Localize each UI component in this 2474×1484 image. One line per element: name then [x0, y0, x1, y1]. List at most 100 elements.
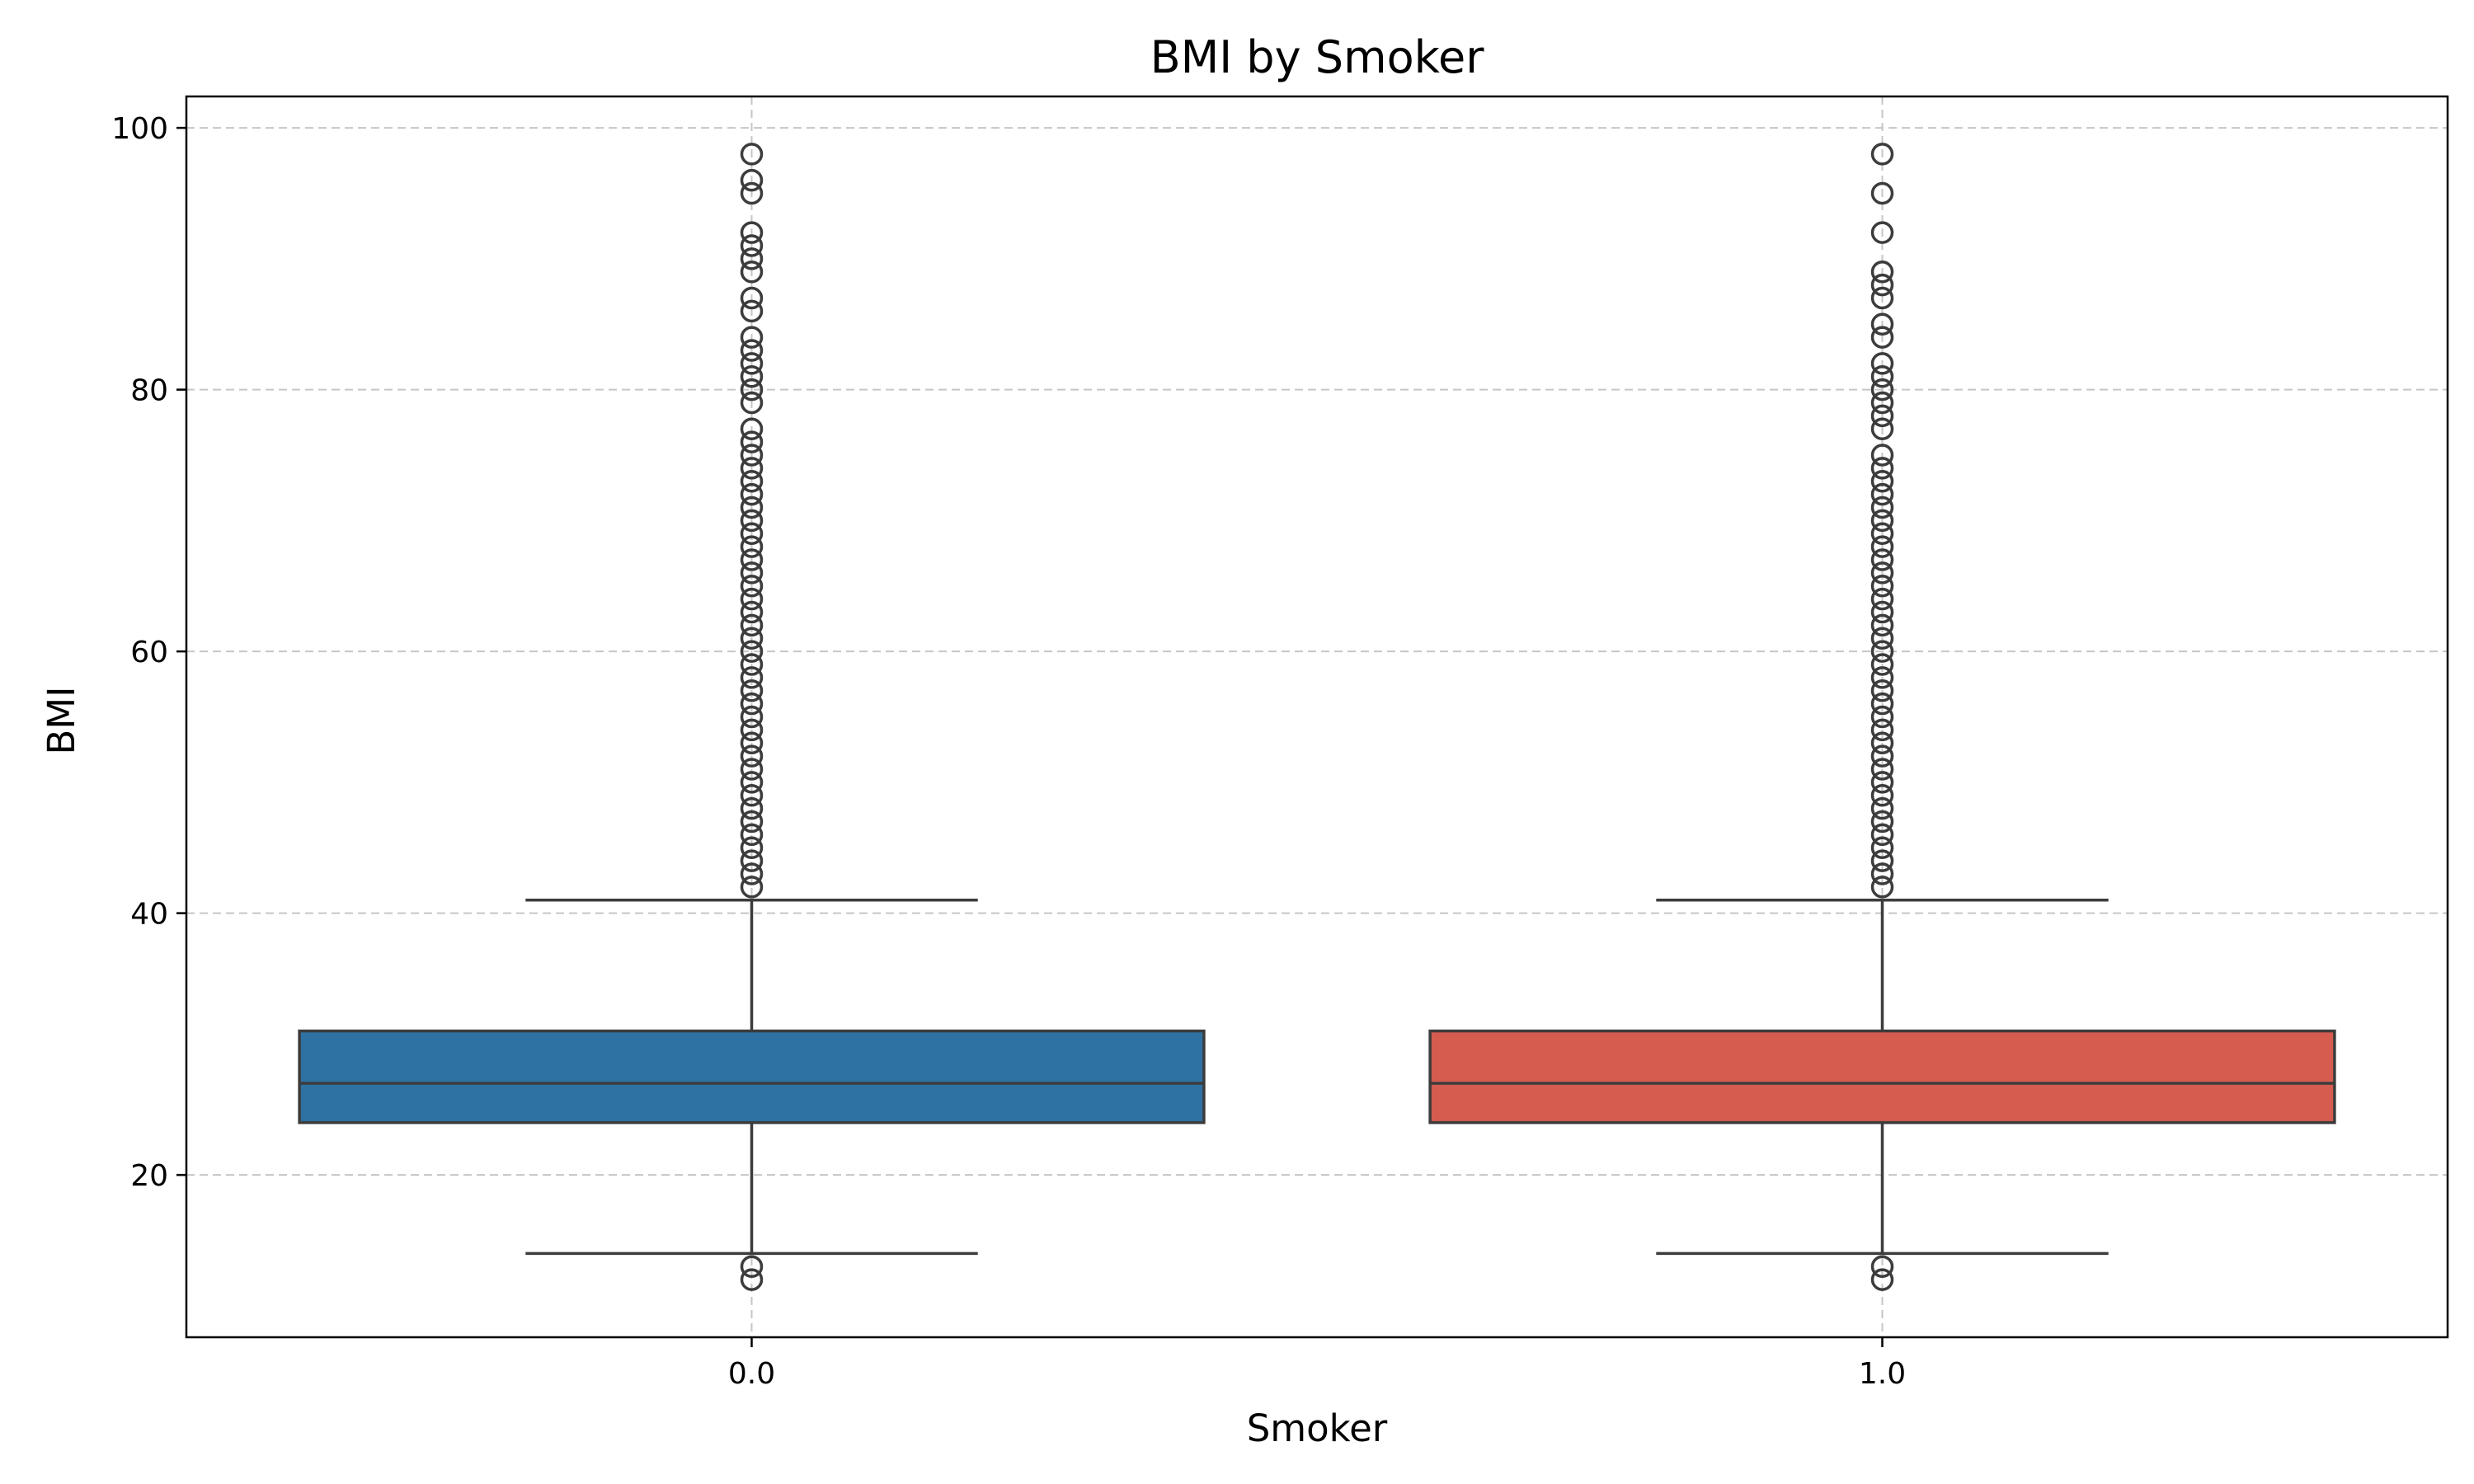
outlier-point [740, 482, 764, 506]
outlier-point [1870, 286, 1894, 310]
outlier-point [740, 495, 764, 519]
outlier-point [1870, 876, 1894, 899]
outlier-point [740, 600, 764, 624]
y-tick-label: 100 [111, 112, 168, 146]
outlier-point [740, 260, 764, 284]
outlier-point [1870, 548, 1894, 571]
outlier-point [740, 378, 764, 402]
y-axis-label: BMI [40, 687, 83, 755]
outlier-point [740, 286, 764, 310]
outlier-point [740, 771, 764, 794]
outlier-point [1870, 352, 1894, 375]
outlier-point [740, 849, 764, 872]
outlier-point [1870, 653, 1894, 676]
outlier-point [1870, 705, 1894, 729]
outlier-point [740, 143, 764, 166]
outlier-point [1870, 509, 1894, 533]
y-tick-label: 80 [130, 374, 168, 408]
outlier-point [1870, 731, 1894, 755]
y-tick-label: 60 [130, 636, 168, 669]
box-group-1-0 [1428, 143, 2336, 1291]
outlier-point [740, 168, 764, 192]
outlier-point [1870, 744, 1894, 768]
box-group-0-0 [298, 143, 1206, 1291]
outlier-point [740, 679, 764, 702]
outlier-point [740, 522, 764, 545]
outlier-point [1870, 495, 1894, 519]
outlier-point [740, 221, 764, 244]
outlier-point [740, 469, 764, 493]
outlier-point [1870, 600, 1894, 624]
outlier-point [740, 640, 764, 663]
outlier-point [1870, 771, 1894, 794]
outlier-point [1870, 181, 1894, 205]
outlier-point [740, 613, 764, 637]
outlier-point [740, 718, 764, 742]
x-axis-label: Smoker [1247, 1407, 1388, 1450]
outlier-point [1870, 391, 1894, 415]
outlier-point [1870, 561, 1894, 585]
y-tick-label: 20 [130, 1159, 168, 1193]
outlier-point [1870, 587, 1894, 611]
outlier-point [740, 299, 764, 323]
outlier-point [1870, 469, 1894, 493]
axes: 20 40 60 80 100 0.0 1.0 [111, 95, 2449, 1391]
outlier-point [1870, 312, 1894, 336]
outlier-point [740, 653, 764, 676]
grid-lines [186, 96, 2448, 1337]
outlier-point [1870, 260, 1894, 284]
plot-frame [185, 95, 2449, 1339]
outlier-point [740, 758, 764, 781]
outlier-point [740, 352, 764, 375]
outlier-point [740, 234, 764, 257]
x-tick-label: 0.0 [728, 1357, 775, 1391]
outlier-point [740, 731, 764, 755]
outlier-point [1870, 1268, 1894, 1291]
outlier-point [1870, 627, 1894, 650]
outlier-point [1870, 692, 1894, 716]
outlier-point [1870, 679, 1894, 702]
box-series [298, 143, 2336, 1291]
outlier-point [1870, 640, 1894, 663]
outlier-point [740, 391, 764, 415]
outlier-point [1870, 823, 1894, 847]
outlier-point [1870, 796, 1894, 820]
outlier-point [1870, 666, 1894, 689]
outlier-point [740, 444, 764, 467]
outlier-point [740, 876, 764, 899]
y-tick-label: 40 [130, 898, 168, 932]
outlier-point [740, 326, 764, 349]
outlier-point [1870, 404, 1894, 428]
outlier-point [740, 548, 764, 571]
outlier-point [1870, 326, 1894, 349]
outlier-point [740, 692, 764, 716]
outlier-point [740, 666, 764, 689]
outlier-point [740, 535, 764, 558]
outlier-point [740, 784, 764, 807]
outlier-point [740, 457, 764, 480]
outlier-point [1870, 444, 1894, 467]
outlier-point [1870, 522, 1894, 545]
outlier-point [740, 1268, 764, 1291]
outlier-point [1870, 378, 1894, 402]
outlier-point [1870, 862, 1894, 885]
outlier-point [1870, 718, 1894, 742]
outlier-point [740, 181, 764, 205]
outlier-point [740, 705, 764, 729]
outlier-point [740, 247, 764, 270]
outlier-point [740, 627, 764, 650]
outlier-point [740, 430, 764, 453]
outlier-point [740, 1255, 764, 1279]
outlier-point [1870, 784, 1894, 807]
outlier-point [1870, 417, 1894, 440]
outlier-point [740, 417, 764, 440]
outlier-point [740, 561, 764, 585]
outlier-point [1870, 574, 1894, 598]
outlier-point [1870, 1255, 1894, 1279]
outlier-point [740, 339, 764, 362]
outlier-point [740, 509, 764, 533]
outlier-point [740, 574, 764, 598]
outlier-point [740, 587, 764, 611]
outlier-point [740, 862, 764, 885]
